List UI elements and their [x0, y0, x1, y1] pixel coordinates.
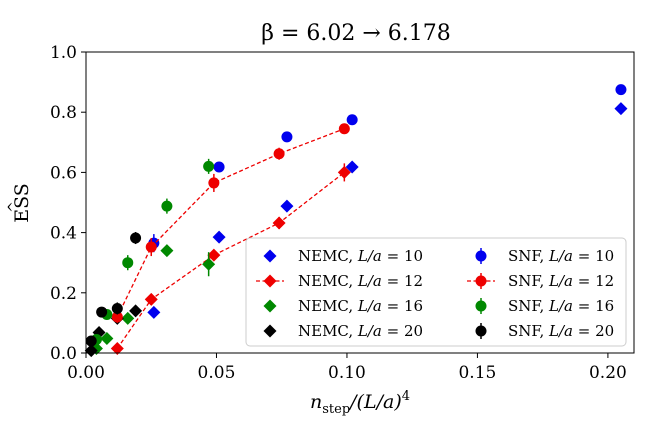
series-line-snf-l12 — [116, 128, 345, 318]
x-tick-label: 0.15 — [458, 363, 496, 383]
chart-title: β = 6.02 → 6.178 — [261, 21, 451, 46]
y-axis-label: ESS — [11, 183, 33, 223]
data-point-snf-l20 — [96, 306, 108, 318]
data-point-snf-l12 — [145, 241, 157, 253]
legend-marker-snf-l16 — [475, 300, 487, 312]
x-tick-label: 0.00 — [67, 363, 105, 383]
legend-label-snf-l20: SNF, L/a = 20 — [508, 322, 614, 340]
data-point-snf-l12 — [273, 148, 285, 160]
data-point-snf-l10 — [346, 114, 358, 126]
data-point-nemc-l20 — [129, 304, 143, 318]
legend-label-nemc-l20: NEMC, L/a = 20 — [298, 322, 423, 340]
data-point-nemc-l20 — [84, 344, 98, 358]
data-point-snf-l16 — [203, 160, 215, 172]
data-point-snf-l10 — [615, 84, 627, 96]
legend-marker-nemc-l20 — [263, 324, 277, 338]
data-point-nemc-l16 — [202, 257, 216, 271]
legend-label-nemc-l16: NEMC, L/a = 16 — [298, 297, 423, 315]
x-axis: 0.00 0.05 0.10 0.15 0.20 — [67, 353, 627, 383]
y-tick-label: 1.0 — [50, 43, 77, 63]
data-point-nemc-l16 — [100, 332, 114, 346]
data-point-snf-l12 — [111, 311, 123, 323]
data-point-snf-l10 — [281, 131, 293, 143]
data-point-nemc-l10 — [345, 160, 359, 174]
data-point-nemc-l12 — [110, 341, 124, 355]
data-point-nemc-l12 — [337, 165, 351, 179]
x-tick-label: 0.05 — [198, 363, 236, 383]
y-tick-label: 0.2 — [50, 284, 77, 304]
legend-marker-snf-l12 — [475, 275, 487, 287]
x-axis-label: nstep/(L/a)4 — [310, 389, 410, 417]
legend-label-snf-l12: SNF, L/a = 12 — [508, 272, 614, 290]
data-point-nemc-l16 — [121, 311, 135, 325]
legend: NEMC, L/a = 10 NEMC, L/a = 12 NEMC, L/a = … — [245, 237, 627, 347]
data-point-nemc-l10 — [614, 102, 628, 116]
series-line-nemc-l12 — [116, 171, 345, 349]
legend-marker-nemc-l16 — [263, 299, 277, 313]
data-point-nemc-l10 — [280, 199, 294, 213]
data-point-snf-l12 — [338, 123, 350, 135]
data-point-snf-l10 — [213, 161, 225, 173]
plot-frame — [85, 51, 635, 354]
data-point-nemc-l10 — [212, 230, 226, 244]
x-tick-label: 0.10 — [328, 363, 366, 383]
data-point-nemc-l12 — [207, 248, 221, 262]
legend-marker-nemc-l10 — [263, 249, 277, 263]
plot-marks — [84, 84, 628, 358]
y-axis-label-group: ESS ^ — [6, 183, 33, 223]
legend-label-nemc-l10: NEMC, L/a = 10 — [298, 247, 423, 265]
legend-label-snf-l16: SNF, L/a = 16 — [508, 297, 614, 315]
legend-label-snf-l10: SNF, L/a = 10 — [508, 247, 614, 265]
data-point-snf-l20 — [85, 335, 97, 347]
data-point-snf-l16 — [161, 200, 173, 212]
data-point-snf-l20 — [130, 232, 142, 244]
y-tick-label: 0.0 — [50, 344, 77, 364]
y-tick-label: 0.4 — [50, 224, 77, 244]
y-axis: 0.0 0.2 0.4 0.6 0.8 1.0 — [50, 43, 86, 364]
y-tick-label: 0.6 — [50, 163, 77, 183]
legend-marker-nemc-l12 — [263, 274, 277, 288]
legend-marker-snf-l10 — [475, 250, 487, 262]
data-point-snf-l20 — [111, 302, 123, 314]
data-point-nemc-l12 — [144, 292, 158, 306]
y-tick-label: 0.8 — [50, 103, 77, 123]
legend-box — [245, 237, 627, 347]
data-point-nemc-l10 — [147, 305, 161, 319]
data-point-nemc-l16 — [160, 244, 174, 258]
data-point-snf-l12 — [208, 177, 220, 189]
x-tick-label: 0.20 — [589, 363, 627, 383]
legend-marker-snf-l20 — [475, 325, 487, 337]
y-axis-label-hat: ^ — [6, 201, 22, 213]
data-point-snf-l16 — [122, 257, 134, 269]
data-point-nemc-l12 — [272, 216, 286, 230]
legend-label-nemc-l12: NEMC, L/a = 12 — [298, 272, 423, 290]
